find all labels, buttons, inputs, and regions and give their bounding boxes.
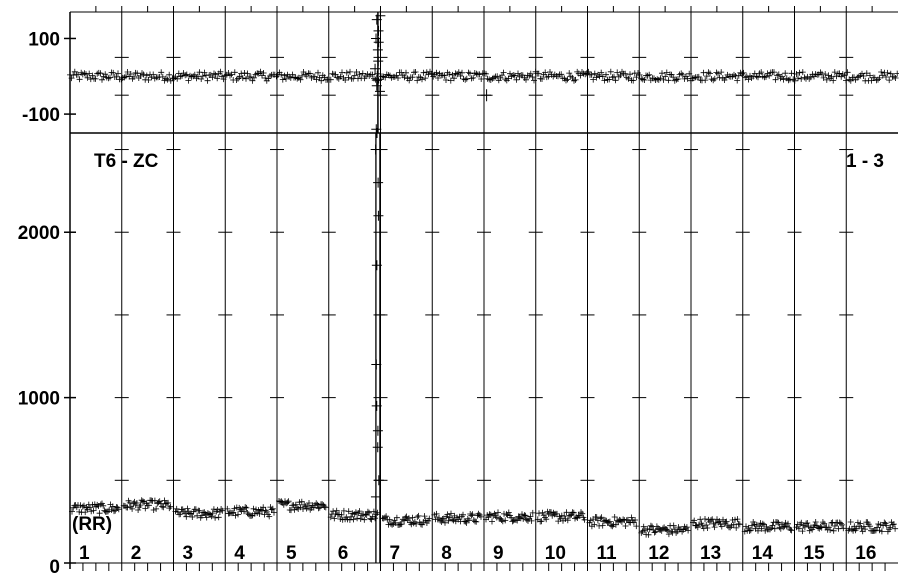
spike-point-top xyxy=(371,80,382,91)
channel-label: 8 xyxy=(441,543,452,564)
plot-frame xyxy=(64,6,898,571)
spike-point-bottom xyxy=(373,475,384,486)
channel-label: 4 xyxy=(234,543,245,564)
spike-point-bottom xyxy=(372,442,383,453)
spike-point-bottom xyxy=(370,491,381,502)
channel-label: 7 xyxy=(390,543,401,564)
spike-point-bottom xyxy=(371,260,382,271)
spike-point-bottom xyxy=(372,425,383,436)
spike-point-top xyxy=(374,86,385,97)
channel-label: 6 xyxy=(338,543,349,564)
panel-title-left: T6 - ZC xyxy=(94,151,159,172)
channel-label: 12 xyxy=(648,543,669,564)
grid-lines xyxy=(114,12,854,563)
spike-point-top xyxy=(373,37,384,48)
y-tick-label-bottom: 2000 xyxy=(18,223,60,244)
outlier-point-top xyxy=(480,89,493,102)
channel-label: 14 xyxy=(752,543,774,564)
spike-point-bottom xyxy=(370,144,381,155)
spike-point-bottom xyxy=(371,359,382,370)
annotation-rr: (RR) xyxy=(72,514,112,535)
panel-title-right: 1 - 3 xyxy=(846,151,884,172)
y-tick-label-top: 100 xyxy=(28,29,60,50)
spike-point-top xyxy=(371,14,382,25)
bottom-panel-points xyxy=(69,128,899,563)
spike-point-bottom xyxy=(372,128,383,138)
spike-point-bottom xyxy=(371,400,382,411)
spike-point-bottom xyxy=(375,309,386,320)
y-tick-label-top: -100 xyxy=(22,105,60,126)
top-panel-points xyxy=(67,10,899,135)
channel-label: 9 xyxy=(493,543,504,564)
channel-label: 11 xyxy=(597,543,618,564)
channel-label: 1 xyxy=(79,543,90,564)
top-series-points xyxy=(67,68,899,84)
channel-label: 3 xyxy=(183,543,194,564)
channel-label: 15 xyxy=(804,543,826,564)
y-tick-label-bottom: 1000 xyxy=(18,389,60,410)
bottom-series-points xyxy=(69,497,899,538)
channel-label: 5 xyxy=(286,543,297,564)
channel-label: 16 xyxy=(855,543,876,564)
channel-label: 2 xyxy=(131,543,142,564)
spike-point-bottom xyxy=(373,210,384,221)
y-tick-label-bottom: 0 xyxy=(49,557,60,574)
spike-point-bottom xyxy=(373,177,384,188)
channel-label: 10 xyxy=(545,543,566,564)
channel-label: 13 xyxy=(700,543,721,564)
